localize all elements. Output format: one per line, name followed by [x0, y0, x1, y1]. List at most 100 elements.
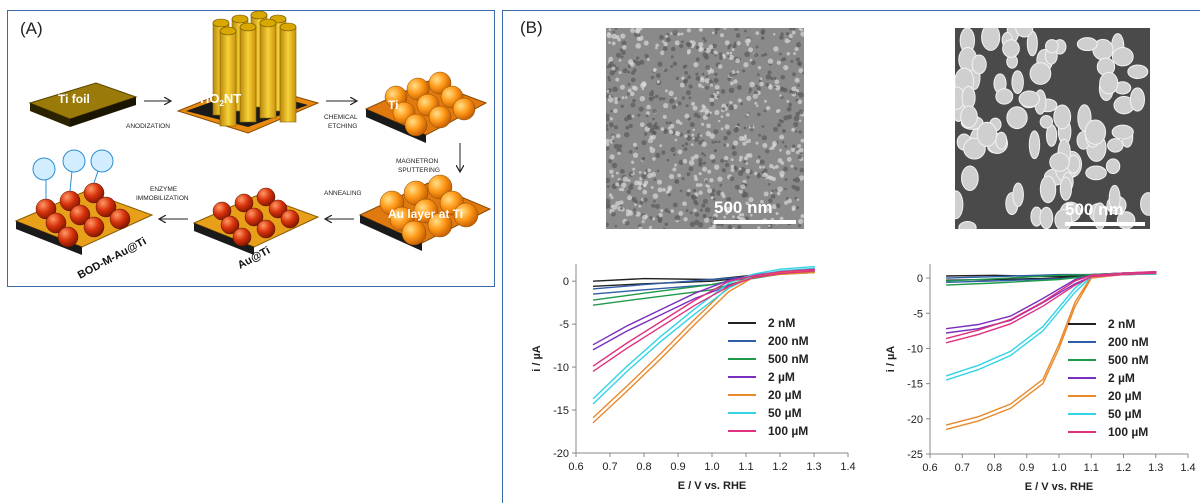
sem-grain [682, 201, 687, 207]
sem-grain [684, 64, 688, 68]
sem-particle [961, 165, 979, 191]
sem-grain [616, 133, 621, 139]
sem-grain [669, 130, 674, 135]
sem-particle [963, 137, 986, 160]
sem-grain [746, 43, 749, 47]
sem-grain [773, 85, 777, 89]
sem-grain [692, 137, 695, 140]
sem-particle [1029, 62, 1052, 85]
sem-grain [703, 39, 707, 43]
sem-grain [611, 174, 615, 178]
sem-particle [1018, 90, 1040, 108]
sem-grain [778, 119, 782, 123]
sem-grain [733, 79, 738, 84]
x-tick-label: 1.1 [738, 461, 753, 473]
sem-grain [631, 196, 637, 203]
sem-grain [620, 50, 626, 55]
sem-grain [797, 84, 800, 87]
sem-grain [746, 38, 752, 43]
sem-grain [648, 138, 654, 144]
sem-grain [731, 69, 736, 75]
sem-grain [730, 81, 734, 86]
sem-image-right: 500 nm [955, 28, 1150, 229]
sem-grain [611, 41, 616, 46]
sem-grain [606, 141, 610, 147]
sem-grain [704, 78, 711, 84]
sem-grain [717, 176, 723, 182]
sem-grain [728, 54, 734, 61]
sem-grain [692, 188, 697, 193]
enzyme-label-1: ENZYME [150, 186, 178, 193]
sem-grain [624, 132, 630, 138]
sem-grain [732, 227, 735, 229]
sem-grain [651, 203, 656, 208]
sem-grain [610, 109, 613, 113]
sem-grain [674, 163, 678, 167]
sem-grain [764, 99, 767, 103]
sem-particle [1105, 158, 1121, 175]
sem-grain [796, 42, 802, 48]
sem-particle [1028, 130, 1041, 160]
y-tick-label: -5 [913, 308, 923, 320]
y-tick-label: 0 [917, 273, 923, 285]
sem-grain [720, 223, 724, 227]
sem-grain [618, 188, 622, 192]
sem-grain [783, 200, 789, 205]
sem-grain [685, 90, 691, 96]
sem-grain [723, 215, 727, 219]
ti-foil-label: Ti foil [58, 92, 90, 106]
sem-grain [612, 86, 618, 92]
cv-chart-right: 0.6 0.7 0.8 0.9 1.0 1.1 1.2 1.3 1.4 0 -5 -10 -15 -20 -… [885, 264, 1196, 493]
sem-grain [772, 140, 778, 146]
y-axis-label: i / µA [531, 345, 543, 372]
sem-grain [779, 216, 784, 221]
sem-grain [722, 107, 726, 111]
sem-grain [621, 96, 625, 100]
sem-grain [773, 46, 779, 52]
sem-grain [708, 226, 713, 229]
sem-grain [785, 150, 791, 155]
sem-grain [610, 211, 616, 217]
legend-label: 50 µM [1108, 407, 1142, 421]
sem-grain [684, 142, 689, 146]
sem-grain [647, 168, 651, 173]
sem-grain [626, 189, 631, 194]
sem-grain [740, 102, 743, 106]
sem-grain [791, 207, 796, 212]
sem-grain [740, 166, 746, 173]
sem-grain [621, 40, 627, 46]
sem-grain [757, 155, 761, 159]
sem-grain [620, 187, 625, 192]
sem-grain [762, 36, 765, 40]
sem-grain [664, 208, 669, 213]
sem-grain [635, 56, 640, 60]
sem-grain [792, 28, 796, 31]
sem-grain [667, 126, 671, 130]
sem-grain [756, 159, 761, 164]
sem-grain [652, 96, 656, 99]
sem-grain [784, 38, 790, 44]
sem-grain [798, 130, 802, 134]
sem-grain [771, 204, 777, 210]
sem-grain [671, 104, 677, 110]
sem-particle [960, 105, 978, 129]
sem-grain [638, 170, 642, 174]
sem-grain [606, 123, 608, 128]
ti-label: Ti [388, 98, 398, 112]
sem-grain [609, 169, 614, 174]
x-tick-label: 0.6 [568, 461, 583, 473]
sem-grain [692, 105, 698, 111]
sem-grain [677, 173, 682, 178]
sem-grain [755, 31, 760, 35]
sem-grain [615, 35, 620, 40]
sem-grain [606, 146, 610, 151]
sem-grain [641, 220, 645, 224]
sem-grain [691, 194, 697, 200]
sem-grain [674, 180, 678, 183]
sem-grain [677, 101, 682, 106]
sem-particle [1084, 119, 1107, 145]
sem-grain [645, 114, 649, 118]
sem-grain [744, 156, 749, 161]
sem-grain [674, 40, 680, 46]
x-tick-label: 0.7 [602, 461, 617, 473]
